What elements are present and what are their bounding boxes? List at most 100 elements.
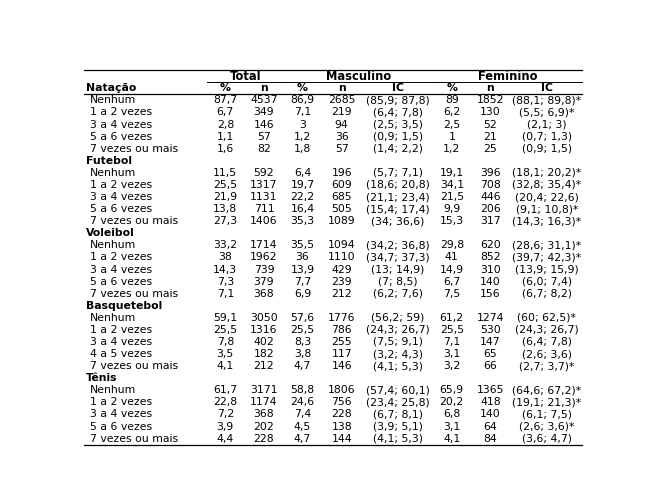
Text: 1406: 1406 (250, 216, 278, 226)
Text: Futebol: Futebol (86, 156, 132, 166)
Text: 33,2: 33,2 (213, 240, 237, 250)
Text: 1 a 2 vezes: 1 a 2 vezes (90, 325, 152, 335)
Text: (18,6; 20,8): (18,6; 20,8) (366, 180, 430, 190)
Text: 36: 36 (296, 253, 309, 263)
Text: (4,1; 5,3): (4,1; 5,3) (373, 361, 423, 371)
Text: 206: 206 (480, 204, 500, 214)
Text: 2,5: 2,5 (443, 119, 460, 130)
Text: Feminino: Feminino (478, 70, 538, 83)
Text: 82: 82 (257, 144, 271, 154)
Text: 7,4: 7,4 (294, 409, 311, 419)
Text: (2,1; 3): (2,1; 3) (527, 119, 567, 130)
Text: n: n (260, 83, 268, 93)
Text: Basquetebol: Basquetebol (86, 301, 162, 311)
Text: 609: 609 (332, 180, 352, 190)
Text: (6,4; 7,8): (6,4; 7,8) (522, 337, 572, 347)
Text: 1317: 1317 (250, 180, 278, 190)
Text: n: n (487, 83, 494, 93)
Text: 4,1: 4,1 (216, 361, 234, 371)
Text: 368: 368 (254, 409, 274, 419)
Text: (13,9; 15,9): (13,9; 15,9) (515, 265, 578, 275)
Text: IC: IC (392, 83, 404, 93)
Text: (4,1; 5,3): (4,1; 5,3) (373, 433, 423, 444)
Text: (5,7; 7,1): (5,7; 7,1) (373, 168, 423, 178)
Text: 21,9: 21,9 (213, 192, 237, 202)
Text: 27,3: 27,3 (213, 216, 237, 226)
Text: 15,3: 15,3 (440, 216, 464, 226)
Text: 7,3: 7,3 (216, 277, 234, 287)
Text: 61,7: 61,7 (213, 386, 237, 395)
Text: (21,1; 23,4): (21,1; 23,4) (366, 192, 430, 202)
Text: (6,4; 7,8): (6,4; 7,8) (373, 107, 423, 117)
Text: 35,3: 35,3 (291, 216, 315, 226)
Text: (24,3; 26,7): (24,3; 26,7) (515, 325, 578, 335)
Text: 2,8: 2,8 (216, 119, 234, 130)
Text: 317: 317 (480, 216, 500, 226)
Text: (23,4; 25,8): (23,4; 25,8) (366, 397, 430, 407)
Text: (7,5; 9,1): (7,5; 9,1) (373, 337, 423, 347)
Text: (2,6; 3,6): (2,6; 3,6) (522, 349, 572, 359)
Text: 3 a 4 vezes: 3 a 4 vezes (90, 265, 152, 275)
Text: 1 a 2 vezes: 1 a 2 vezes (90, 107, 152, 117)
Text: (88,1; 89,8)*: (88,1; 89,8)* (512, 95, 581, 105)
Text: Masculino: Masculino (326, 70, 391, 83)
Text: 592: 592 (254, 168, 274, 178)
Text: 3 a 4 vezes: 3 a 4 vezes (90, 337, 152, 347)
Text: 2685: 2685 (328, 95, 356, 105)
Text: 505: 505 (332, 204, 352, 214)
Text: 7 vezes ou mais: 7 vezes ou mais (90, 433, 178, 444)
Text: 4,7: 4,7 (294, 361, 311, 371)
Text: (6,7; 8,1): (6,7; 8,1) (373, 409, 423, 419)
Text: 739: 739 (254, 265, 274, 275)
Text: 3050: 3050 (250, 313, 278, 323)
Text: 3,1: 3,1 (443, 349, 460, 359)
Text: (20,4; 22,6): (20,4; 22,6) (515, 192, 578, 202)
Text: 685: 685 (332, 192, 352, 202)
Text: 22,2: 22,2 (291, 192, 315, 202)
Text: 1174: 1174 (250, 397, 278, 407)
Text: 202: 202 (254, 421, 274, 431)
Text: 5 a 6 vezes: 5 a 6 vezes (90, 132, 152, 142)
Text: 3,2: 3,2 (443, 361, 460, 371)
Text: 4537: 4537 (250, 95, 278, 105)
Text: IC: IC (541, 83, 552, 93)
Text: (6,1; 7,5): (6,1; 7,5) (522, 409, 572, 419)
Text: (32,8; 35,4)*: (32,8; 35,4)* (512, 180, 581, 190)
Text: 1316: 1316 (250, 325, 278, 335)
Text: %: % (297, 83, 308, 93)
Text: (2,7; 3,7)*: (2,7; 3,7)* (519, 361, 575, 371)
Text: 140: 140 (480, 409, 500, 419)
Text: %: % (220, 83, 231, 93)
Text: 368: 368 (254, 289, 274, 299)
Text: 146: 146 (332, 361, 352, 371)
Text: Nenhum: Nenhum (90, 313, 136, 323)
Text: %: % (447, 83, 458, 93)
Text: 25,5: 25,5 (213, 325, 237, 335)
Text: 61,2: 61,2 (440, 313, 464, 323)
Text: 20,2: 20,2 (439, 397, 464, 407)
Text: 7,1: 7,1 (443, 337, 460, 347)
Text: 57: 57 (257, 132, 271, 142)
Text: (18,1; 20,2)*: (18,1; 20,2)* (512, 168, 581, 178)
Text: 57: 57 (335, 144, 348, 154)
Text: 146: 146 (254, 119, 274, 130)
Text: (15,4; 17,4): (15,4; 17,4) (366, 204, 430, 214)
Text: (0,9; 1,5): (0,9; 1,5) (373, 132, 423, 142)
Text: 1806: 1806 (328, 386, 356, 395)
Text: 418: 418 (480, 397, 500, 407)
Text: 1094: 1094 (328, 240, 356, 250)
Text: 14,3: 14,3 (213, 265, 237, 275)
Text: 228: 228 (332, 409, 352, 419)
Text: 9,9: 9,9 (443, 204, 460, 214)
Text: (34,7; 37,3): (34,7; 37,3) (366, 253, 430, 263)
Text: 6,7: 6,7 (216, 107, 234, 117)
Text: 6,4: 6,4 (294, 168, 311, 178)
Text: (0,9; 1,5): (0,9; 1,5) (522, 144, 572, 154)
Text: 1 a 2 vezes: 1 a 2 vezes (90, 397, 152, 407)
Text: 7 vezes ou mais: 7 vezes ou mais (90, 289, 178, 299)
Text: 1852: 1852 (476, 95, 504, 105)
Text: (56,2; 59): (56,2; 59) (371, 313, 424, 323)
Text: (3,2; 4,3): (3,2; 4,3) (373, 349, 423, 359)
Text: (2,5; 3,5): (2,5; 3,5) (373, 119, 423, 130)
Text: 1,2: 1,2 (443, 144, 460, 154)
